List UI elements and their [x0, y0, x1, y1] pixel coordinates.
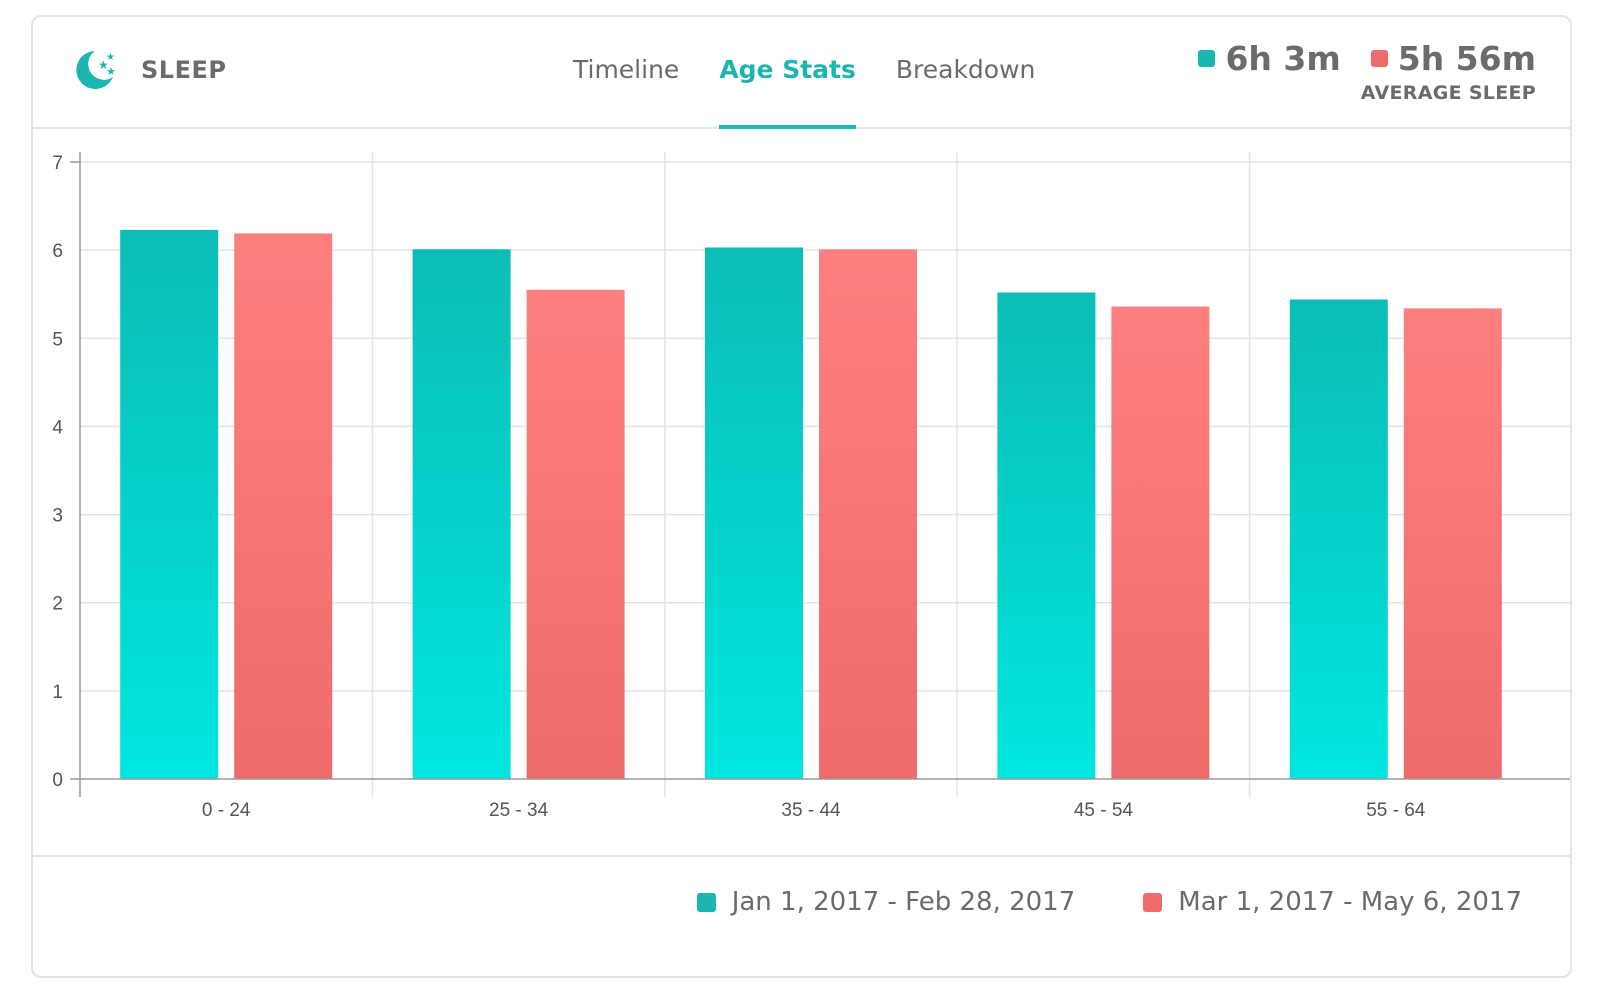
y-tick-label: 2	[52, 594, 63, 615]
bar-series-2-3	[819, 249, 917, 780]
footer-divider	[33, 855, 1570, 857]
bar-series-1-1	[120, 229, 219, 779]
bar-series-1-3	[705, 247, 803, 780]
x-tick-label: 35 - 44	[781, 800, 841, 821]
bar-series-2-5	[1403, 308, 1502, 779]
bar-series-1-4	[997, 292, 1096, 779]
bar-series-2-4	[1111, 306, 1210, 779]
sleep-card: ★ ★ ★ SLEEP Timeline Age Stats Breakdown…	[31, 15, 1572, 978]
x-tick-label: 25 - 34	[489, 800, 549, 821]
stat-period-1: 6h 3m	[1198, 39, 1341, 78]
y-tick-label: 3	[52, 506, 63, 527]
legend-teal-swatch-icon	[696, 892, 716, 912]
svg-text:★: ★	[98, 58, 109, 72]
tab-breakdown[interactable]: Breakdown	[895, 55, 1036, 84]
y-tick-label: 0	[52, 770, 63, 791]
chart-legend: Jan 1, 2017 - Feb 28, 2017 Mar 1, 2017 -…	[629, 887, 1522, 917]
svg-text:★: ★	[106, 52, 115, 63]
y-tick-label: 4	[52, 417, 63, 438]
stat-period-2: 5h 56m	[1370, 39, 1536, 78]
bar-series-1-2	[412, 249, 511, 780]
age-stats-bar-chart: 0 1 2 3 4 5 6 7 0 - 24 25 - 34 35 - 44 45 - 54 55 - …	[52, 152, 1570, 821]
tab-bar: Timeline Age Stats Breakdown	[553, 17, 1055, 129]
card-header: ★ ★ ★ SLEEP Timeline Age Stats Breakdown…	[33, 17, 1570, 129]
svg-text:★: ★	[106, 65, 116, 78]
stat-value-2: 5h 56m	[1397, 39, 1536, 78]
x-tick-label: 55 - 64	[1366, 800, 1426, 821]
app-title: SLEEP	[141, 56, 227, 84]
legend-item-period-1[interactable]: Jan 1, 2017 - Feb 28, 2017	[696, 887, 1076, 917]
stat-value-1: 6h 3m	[1225, 39, 1341, 78]
bar-series-1-5	[1289, 299, 1388, 779]
tab-age-stats[interactable]: Age Stats	[719, 17, 856, 129]
legend-item-period-2[interactable]: Mar 1, 2017 - May 6, 2017	[1143, 887, 1522, 917]
red-swatch-icon	[1370, 50, 1388, 67]
legend-label-2: Mar 1, 2017 - May 6, 2017	[1178, 887, 1522, 917]
legend-red-swatch-icon	[1143, 892, 1163, 912]
bar-series-2-2	[526, 289, 625, 779]
average-sleep-summary: 6h 3m 5h 56m AVERAGE SLEEP	[1168, 39, 1536, 104]
teal-swatch-icon	[1198, 50, 1216, 67]
y-tick-label: 1	[52, 682, 63, 703]
moon-stars-icon: ★ ★ ★	[73, 47, 119, 93]
bar-series-2-1	[234, 233, 333, 779]
tab-timeline[interactable]: Timeline	[573, 55, 680, 84]
x-tick-label: 0 - 24	[202, 800, 251, 821]
y-tick-label: 5	[52, 329, 63, 350]
brand: ★ ★ ★ SLEEP	[73, 47, 226, 93]
stat-caption: AVERAGE SLEEP	[1360, 82, 1536, 104]
y-tick-label: 7	[52, 153, 63, 174]
x-tick-label: 45 - 54	[1074, 800, 1134, 821]
y-tick-label: 6	[52, 241, 63, 262]
legend-label-1: Jan 1, 2017 - Feb 28, 2017	[731, 887, 1076, 917]
